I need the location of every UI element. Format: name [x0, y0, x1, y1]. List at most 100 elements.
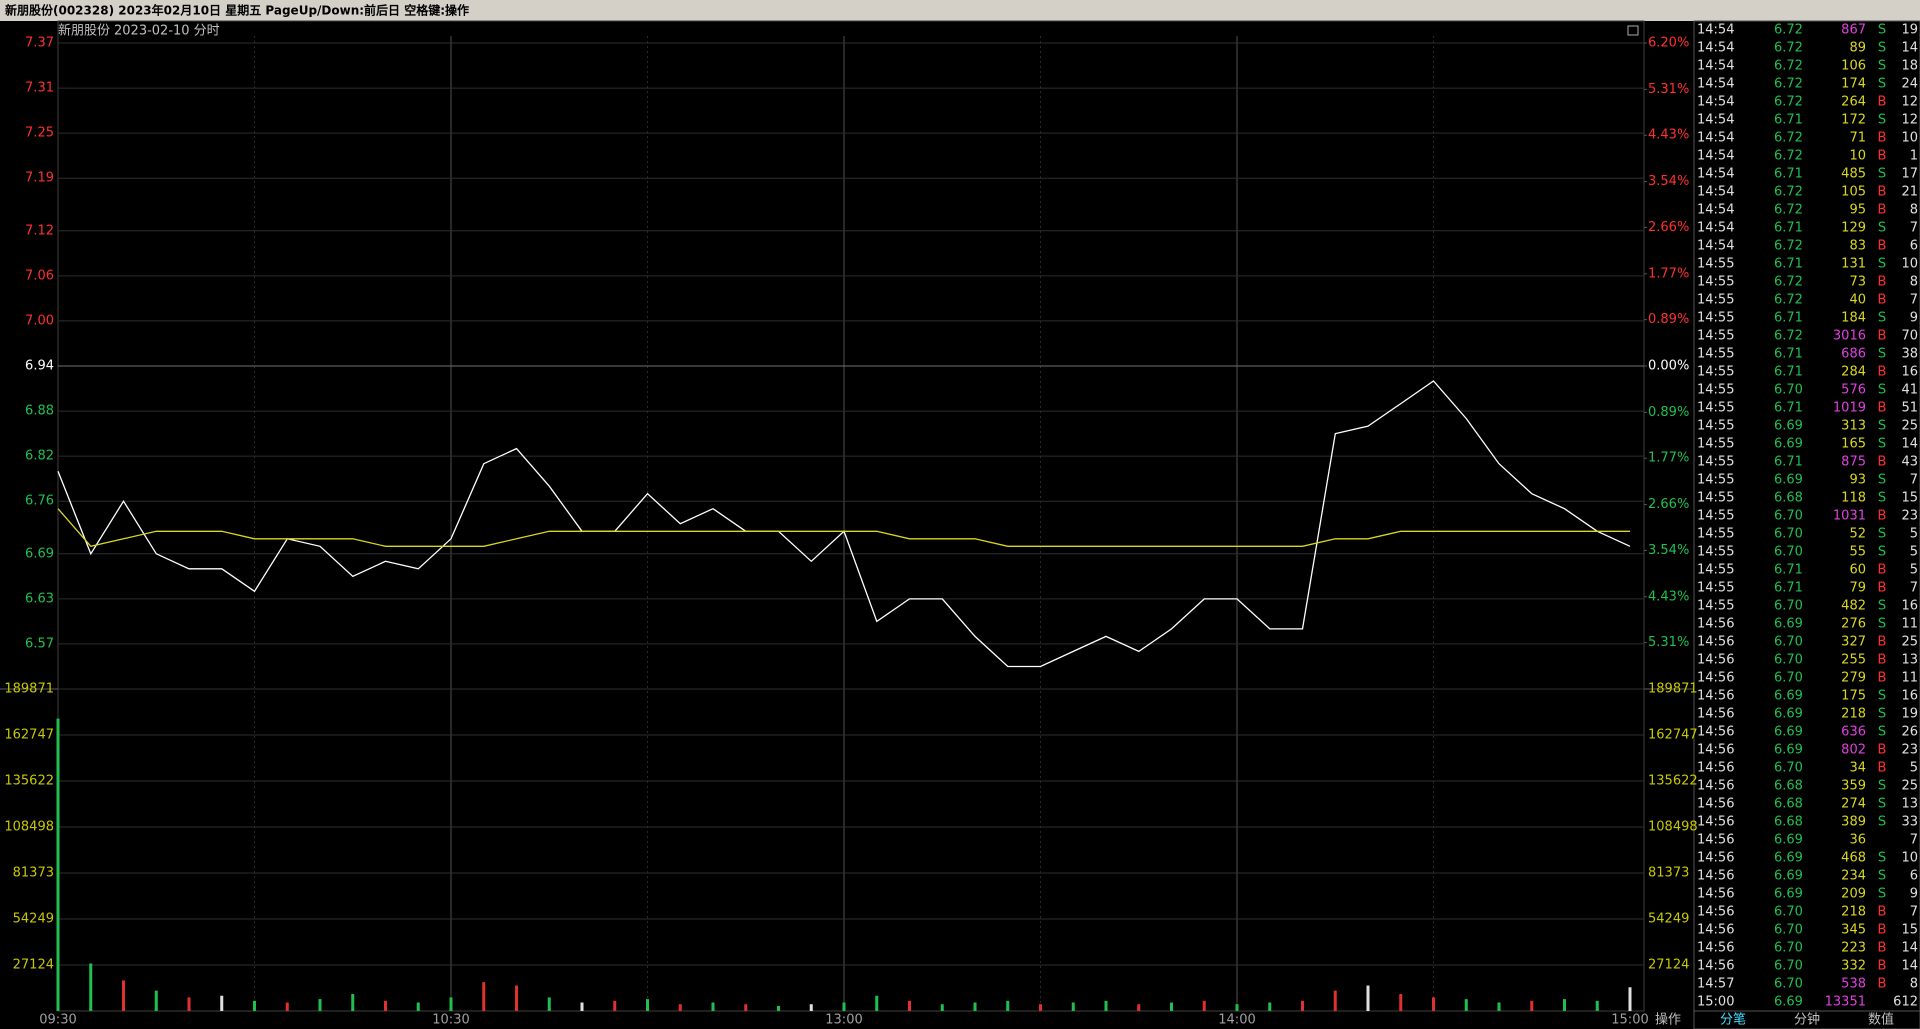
trade-volume: 468	[1841, 851, 1866, 866]
trade-volume: 172	[1841, 113, 1866, 128]
y2-tick-label: 4.43%	[1648, 128, 1689, 143]
trade-side: S	[1878, 383, 1886, 398]
trade-price: 6.70	[1774, 923, 1803, 938]
trade-count: 5	[1910, 761, 1918, 776]
trade-side: B	[1878, 581, 1887, 596]
trade-count: 21	[1901, 185, 1918, 200]
volume-bar	[908, 1000, 911, 1011]
trade-count: 15	[1901, 923, 1918, 938]
y-tick-label: 6.82	[25, 449, 54, 464]
trade-volume: 218	[1841, 905, 1866, 920]
trade-count: 10	[1901, 257, 1918, 272]
panel-tab[interactable]: 分笔	[1720, 1012, 1746, 1028]
trade-count: 1	[1910, 149, 1918, 164]
y-tick-label: 7.31	[25, 81, 54, 96]
y-tick-label: 135622	[4, 774, 54, 789]
y2-tick-label: 1.77%	[1648, 451, 1689, 466]
trade-time: 14:56	[1697, 743, 1734, 758]
trade-volume: 359	[1841, 779, 1866, 794]
trade-time: 14:56	[1697, 887, 1734, 902]
trade-price: 6.72	[1774, 203, 1803, 218]
volume-bar	[940, 1004, 944, 1011]
trade-count: 51	[1901, 401, 1918, 416]
trade-side: B	[1878, 401, 1887, 416]
trade-time: 14:56	[1697, 725, 1734, 740]
trade-volume: 482	[1841, 599, 1866, 614]
trade-price: 6.70	[1774, 905, 1803, 920]
trade-price: 6.72	[1774, 293, 1803, 308]
trade-side: B	[1878, 95, 1887, 110]
y2-tick-label: 6.20%	[1648, 36, 1689, 51]
trade-side: B	[1878, 941, 1887, 956]
trade-volume: 209	[1841, 887, 1866, 902]
trade-volume: 71	[1849, 131, 1866, 146]
trade-side: S	[1878, 527, 1886, 542]
trade-count: 14	[1901, 437, 1918, 452]
plot-frame	[57, 20, 1645, 1012]
trade-time: 14:56	[1697, 941, 1734, 956]
y2-tick-label: 0.89%	[1648, 312, 1689, 327]
trade-time: 14:55	[1697, 347, 1734, 362]
volume-bar	[777, 1005, 780, 1011]
trade-volume: 184	[1841, 311, 1866, 326]
trade-count: 14	[1901, 959, 1918, 974]
volume-bar	[1170, 1002, 1173, 1011]
trade-side: B	[1878, 149, 1887, 164]
x-tick-label: 14:00	[1218, 1013, 1255, 1028]
trade-side: S	[1878, 887, 1886, 902]
trade-price: 6.69	[1774, 995, 1803, 1010]
trade-time: 14:56	[1697, 689, 1734, 704]
y2-tick-label: 2.66%	[1648, 497, 1689, 512]
volume-bar	[580, 1002, 584, 1011]
panel-icon[interactable]	[1627, 25, 1639, 36]
volume-bar	[1301, 1000, 1304, 1011]
y2-tick-label: 3.54%	[1648, 174, 1689, 189]
volume-bar	[318, 999, 322, 1011]
trade-side: B	[1878, 563, 1887, 578]
trade-side: S	[1878, 725, 1886, 740]
y2-tick-label: 5.31%	[1648, 82, 1689, 97]
x-tick-label: 13:00	[825, 1013, 862, 1028]
trade-volume: 327	[1841, 635, 1866, 650]
trade-volume: 636	[1841, 725, 1866, 740]
panel-tab[interactable]: 分钟	[1794, 1012, 1820, 1028]
x-tick-label: 09:30	[39, 1013, 76, 1028]
trade-side: S	[1878, 23, 1886, 38]
y2-tick-label: 0.00%	[1648, 359, 1689, 374]
y-tick-label: 162747	[4, 727, 54, 742]
y-tick-label: 54249	[13, 911, 54, 926]
trade-time: 14:56	[1697, 779, 1734, 794]
trade-volume: 13351	[1825, 995, 1866, 1010]
volume-bar	[744, 1004, 748, 1011]
trade-side: S	[1878, 797, 1886, 812]
trade-side: B	[1878, 365, 1887, 380]
trade-count: 25	[1901, 419, 1918, 434]
trade-price: 6.71	[1774, 221, 1803, 236]
trade-volume: 40	[1849, 293, 1866, 308]
trade-side: S	[1878, 437, 1886, 452]
volume-bar	[1333, 990, 1337, 1011]
trade-price: 6.71	[1774, 401, 1803, 416]
trade-time: 14:56	[1697, 635, 1734, 650]
trade-price: 6.71	[1774, 347, 1803, 362]
trade-volume: 867	[1841, 23, 1866, 38]
operate-tab[interactable]: 操作	[1655, 1012, 1681, 1028]
trade-volume: 93	[1849, 473, 1866, 488]
trade-price: 6.72	[1774, 185, 1803, 200]
trade-volume: 875	[1841, 455, 1866, 470]
y-tick-label: 27124	[13, 958, 54, 973]
trade-volume: 345	[1841, 923, 1866, 938]
trade-side: B	[1878, 509, 1887, 524]
panel-tab[interactable]: 数值	[1868, 1012, 1894, 1028]
trade-count: 9	[1910, 311, 1918, 326]
trade-price: 6.70	[1774, 977, 1803, 992]
trade-price: 6.71	[1774, 257, 1803, 272]
trade-side: S	[1878, 545, 1886, 560]
trade-time: 14:54	[1697, 203, 1734, 218]
y-tick-label: 7.06	[25, 268, 54, 283]
trade-price: 6.70	[1774, 527, 1803, 542]
trade-price: 6.69	[1774, 689, 1803, 704]
trade-price: 6.69	[1774, 887, 1803, 902]
trade-volume: 802	[1841, 743, 1866, 758]
trade-count: 19	[1901, 707, 1918, 722]
